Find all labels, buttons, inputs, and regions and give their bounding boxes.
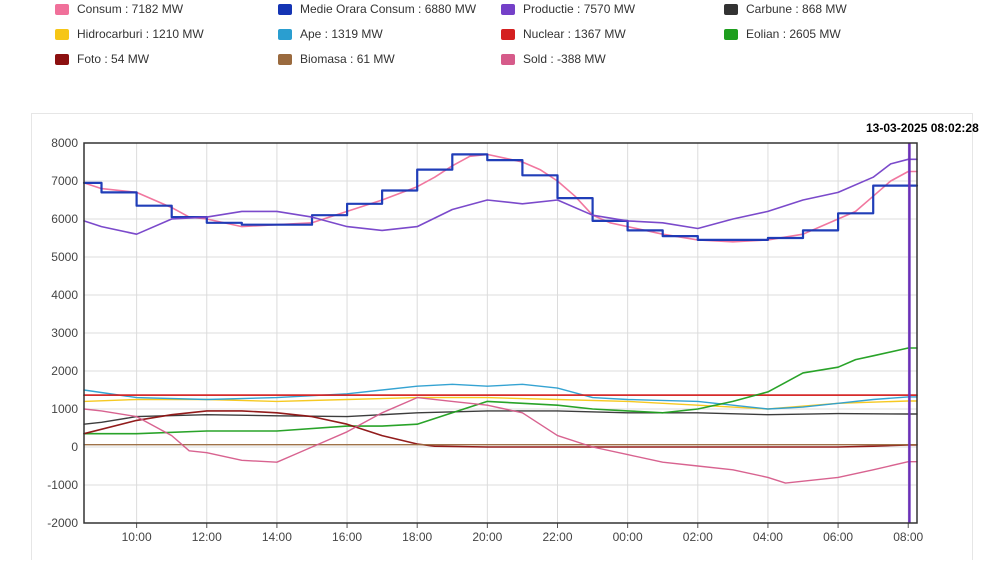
series-line-ape (83, 383, 918, 410)
legend-item-medie-orara-consum[interactable]: Medie Orara Consum : 6880 MW (278, 0, 476, 18)
legend-swatch (278, 28, 292, 40)
x-tick-label: 14:00 (262, 530, 292, 544)
x-tick-label: 12:00 (192, 530, 222, 544)
legend-swatch (55, 53, 69, 65)
y-tick-label: 8000 (51, 136, 78, 150)
plot-frame (83, 142, 918, 524)
x-tick-label: 00:00 (613, 530, 643, 544)
legend-item-ape[interactable]: Ape : 1319 MW (278, 25, 383, 43)
legend-item-eolian[interactable]: Eolian : 2605 MW (724, 25, 841, 43)
x-tick-label: 04:00 (753, 530, 783, 544)
legend-item-consum[interactable]: Consum : 7182 MW (55, 0, 183, 18)
legend-label: Nuclear : 1367 MW (523, 27, 626, 41)
legend-label: Foto : 54 MW (77, 52, 150, 66)
x-tick-label: 06:00 (823, 530, 853, 544)
legend-item-sold[interactable]: Sold : -388 MW (501, 50, 606, 68)
legend-label: Eolian : 2605 MW (746, 27, 841, 41)
legend-item-foto[interactable]: Foto : 54 MW (55, 50, 149, 68)
legend-label: Productie : 7570 MW (523, 2, 636, 16)
y-tick-label: 2000 (51, 364, 78, 378)
y-tick-label: 4000 (51, 288, 78, 302)
y-tick-label: 6000 (51, 212, 78, 226)
x-tick-label: 08:00 (893, 530, 923, 544)
legend-label: Consum : 7182 MW (77, 2, 184, 16)
legend-swatch (278, 53, 292, 65)
y-tick-label: -2000 (47, 516, 78, 530)
chart-plot: 8000 7000 6000 5000 4000 3000 2000 1000 0 -1000 -2… (47, 136, 923, 544)
legend-swatch (724, 28, 738, 40)
legend-item-nuclear[interactable]: Nuclear : 1367 MW (501, 25, 626, 43)
legend-label: Hidrocarburi : 1210 MW (77, 27, 204, 41)
series-line-productie (83, 158, 918, 235)
series-line-medie-orara-consum (82, 153, 919, 241)
x-tick-label: 10:00 (122, 530, 152, 544)
legend-label: Medie Orara Consum : 6880 MW (300, 2, 477, 16)
x-tick-label: 16:00 (332, 530, 362, 544)
series-line-foto (83, 410, 918, 448)
y-tick-label: 0 (71, 440, 78, 454)
legend-label: Sold : -388 MW (523, 52, 606, 66)
legend-swatch (55, 3, 69, 15)
series-line-eolian (83, 347, 918, 435)
legend-swatch (501, 28, 515, 40)
x-tick-label: 18:00 (402, 530, 432, 544)
legend-item-carbune[interactable]: Carbune : 868 MW (724, 0, 847, 18)
y-tick-label: -1000 (47, 478, 78, 492)
legend-swatch (278, 3, 292, 15)
legend-swatch (55, 28, 69, 40)
legend-item-hidrocarburi[interactable]: Hidrocarburi : 1210 MW (55, 25, 204, 43)
y-tick-label: 5000 (51, 250, 78, 264)
legend-swatch (501, 3, 515, 15)
series-line-consum (83, 153, 918, 243)
x-tick-label: 22:00 (542, 530, 572, 544)
legend-label: Carbune : 868 MW (746, 2, 847, 16)
legend-swatch (501, 53, 515, 65)
y-tick-label: 3000 (51, 326, 78, 340)
legend-swatch (724, 3, 738, 15)
legend-item-productie[interactable]: Productie : 7570 MW (501, 0, 635, 18)
legend: Consum : 7182 MW Medie Orara Consum : 688… (0, 0, 1004, 80)
y-tick-label: 7000 (51, 174, 78, 188)
legend-label: Biomasa : 61 MW (300, 52, 395, 66)
series-line-sold (83, 396, 918, 484)
cursor-timestamp: 13-03-2025 08:02:28 (866, 121, 979, 135)
y-tick-label: 1000 (51, 402, 78, 416)
legend-label: Ape : 1319 MW (300, 27, 383, 41)
x-tick-label: 02:00 (683, 530, 713, 544)
chart-panel: 8000 7000 6000 5000 4000 3000 2000 1000 0 -1000 -2… (31, 113, 973, 560)
x-tick-label: 20:00 (472, 530, 502, 544)
legend-item-biomasa[interactable]: Biomasa : 61 MW (278, 50, 395, 68)
